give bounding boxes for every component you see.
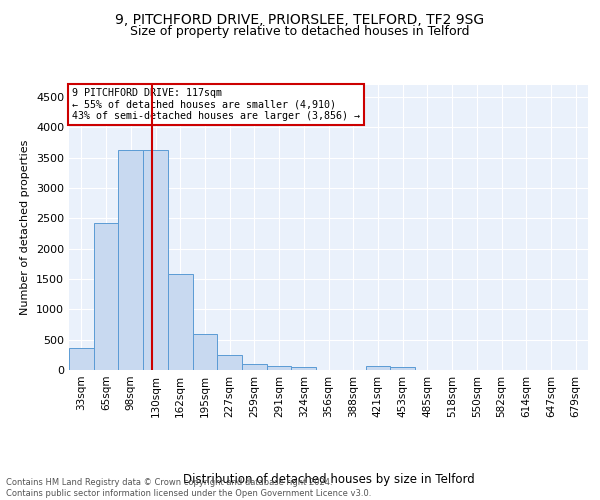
X-axis label: Distribution of detached houses by size in Telford: Distribution of detached houses by size … [182, 472, 475, 486]
Y-axis label: Number of detached properties: Number of detached properties [20, 140, 31, 315]
Bar [217, 356, 242, 370]
Bar [69, 348, 94, 370]
Bar [168, 274, 193, 370]
Text: Contains HM Land Registry data © Crown copyright and database right 2024.
Contai: Contains HM Land Registry data © Crown c… [6, 478, 371, 498]
Text: 9, PITCHFORD DRIVE, PRIORSLEE, TELFORD, TF2 9SG: 9, PITCHFORD DRIVE, PRIORSLEE, TELFORD, … [115, 12, 485, 26]
Text: 9 PITCHFORD DRIVE: 117sqm
← 55% of detached houses are smaller (4,910)
43% of se: 9 PITCHFORD DRIVE: 117sqm ← 55% of detac… [71, 88, 359, 121]
Bar [242, 364, 267, 370]
Bar [143, 150, 168, 370]
Bar [365, 366, 390, 370]
Bar [118, 150, 143, 370]
Bar [292, 367, 316, 370]
Bar [193, 334, 217, 370]
Text: Size of property relative to detached houses in Telford: Size of property relative to detached ho… [130, 25, 470, 38]
Bar [267, 366, 292, 370]
Bar [390, 367, 415, 370]
Bar [94, 224, 118, 370]
